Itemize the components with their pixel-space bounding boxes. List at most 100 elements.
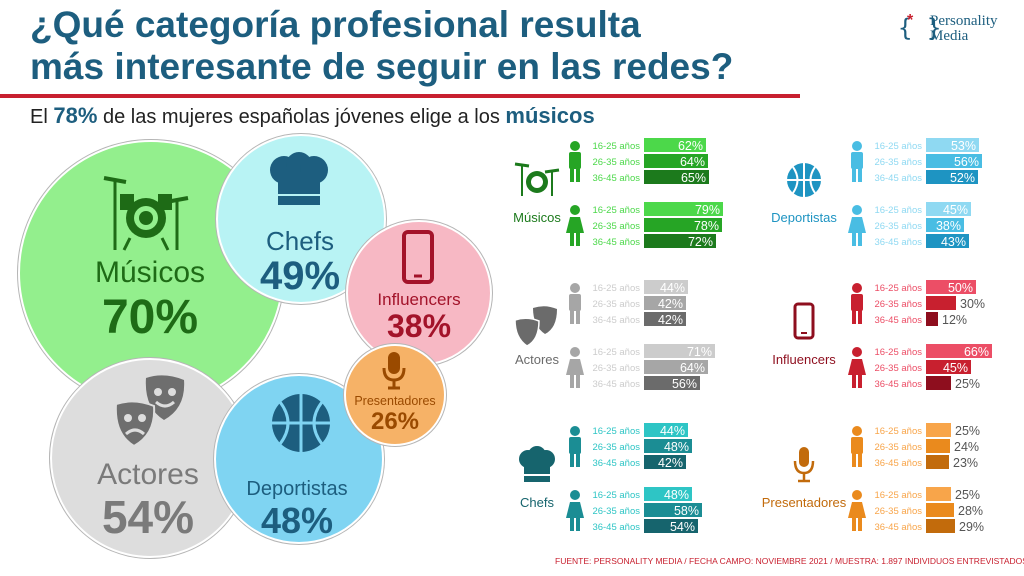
bar-female-1 xyxy=(644,360,708,374)
bar-value-label: 71% xyxy=(687,345,712,359)
subtitle-mid: de las mujeres españolas jóvenes elige a… xyxy=(97,106,506,128)
bar-value-label: 28% xyxy=(958,504,983,518)
age-group-label: 16-25 años xyxy=(874,283,922,294)
age-group-label: 36-45 años xyxy=(874,458,922,469)
bubble-influencers-value: 38% xyxy=(386,308,452,344)
bar-value-label: 42% xyxy=(658,297,683,311)
bar-female-1 xyxy=(926,503,954,517)
bar-female-2 xyxy=(644,234,716,248)
bar-male-2 xyxy=(644,312,686,326)
age-group-label: 26-35 años xyxy=(592,363,640,374)
theater-masks-icon xyxy=(514,306,557,347)
bar-value-label: 72% xyxy=(688,235,713,249)
age-group-label: 16-25 años xyxy=(874,141,922,152)
bar-value-label: 25% xyxy=(955,488,980,502)
bar-group-chefs: Chefs 16-25 años 44% 26-35 años 48% 36-45 año… xyxy=(519,423,702,534)
age-group-label: 36-45 años xyxy=(874,315,922,326)
bar-male-2 xyxy=(926,312,938,326)
bar-male-2 xyxy=(926,170,978,184)
age-group-label: 26-35 años xyxy=(874,299,922,310)
age-group-label: 36-45 años xyxy=(874,379,922,390)
bar-male-1 xyxy=(926,296,956,310)
bubble-musicos-value: 70% xyxy=(101,291,199,344)
drums-icon xyxy=(514,162,560,196)
bar-female-1 xyxy=(644,218,722,232)
bar-group-músicos: Músicos 16-25 años 62% 26-35 años 64% 36-45 a… xyxy=(513,138,723,249)
theater-masks-icon xyxy=(114,375,185,448)
bar-female-2 xyxy=(644,376,700,390)
bar-value-label: 56% xyxy=(672,377,697,391)
age-group-label: 36-45 años xyxy=(592,458,640,469)
age-group-label: 36-45 años xyxy=(592,315,640,326)
bar-value-label: 29% xyxy=(959,520,984,534)
category-label: Influencers xyxy=(772,352,836,367)
age-group-label: 36-45 años xyxy=(592,379,640,390)
age-group-label: 26-35 años xyxy=(874,157,922,168)
bubble-influencers xyxy=(346,220,492,366)
age-group-label: 16-25 años xyxy=(874,205,922,216)
bar-male-0 xyxy=(926,280,976,294)
bar-value-label: 48% xyxy=(664,488,689,502)
bar-female-0 xyxy=(644,344,715,358)
female-figure-icon xyxy=(566,205,584,246)
bar-female-1 xyxy=(644,503,702,517)
bar-female-2 xyxy=(926,376,951,390)
bar-male-2 xyxy=(644,170,709,184)
age-group-label: 36-45 años xyxy=(592,237,640,248)
age-group-label: 16-25 años xyxy=(592,490,640,501)
bar-value-label: 58% xyxy=(674,504,699,518)
bar-value-label: 42% xyxy=(658,313,683,327)
subtitle-percent: 78% xyxy=(53,103,98,128)
bar-male-1 xyxy=(926,439,950,453)
bar-male-1 xyxy=(644,439,692,453)
bar-female-1 xyxy=(926,360,971,374)
category-label: Actores xyxy=(515,352,560,367)
age-group-label: 26-35 años xyxy=(874,506,922,517)
bar-value-label: 78% xyxy=(694,219,719,233)
bar-value-label: 65% xyxy=(681,171,706,185)
bar-value-label: 54% xyxy=(670,520,695,534)
category-label: Presentadores xyxy=(762,495,847,510)
bar-male-0 xyxy=(926,423,951,437)
bar-group-presentadores: Presentadores 16-25 años 25% 26-35 años 24% 3… xyxy=(762,423,984,534)
microphone-icon xyxy=(793,447,815,483)
source-footnote: FUENTE: PERSONALITY MEDIA / FECHA CAMPO:… xyxy=(555,556,1024,566)
bar-value-label: 24% xyxy=(954,440,979,454)
age-group-label: 16-25 años xyxy=(592,205,640,216)
bar-value-label: 62% xyxy=(678,139,703,153)
bar-value-label: 52% xyxy=(950,171,975,185)
basketball-icon xyxy=(787,163,821,197)
bar-male-2 xyxy=(926,455,949,469)
bar-group-deportistas: Deportistas 16-25 años 53% 26-35 años 56% 36-… xyxy=(771,138,982,249)
title-divider xyxy=(0,94,800,98)
bubble-musicos-label: Músicos xyxy=(94,256,206,289)
age-group-label: 26-35 años xyxy=(592,157,640,168)
male-figure-icon xyxy=(851,141,863,182)
age-group-label: 16-25 años xyxy=(592,283,640,294)
male-figure-icon xyxy=(851,283,863,324)
bar-value-label: 44% xyxy=(660,281,685,295)
age-group-label: 36-45 años xyxy=(592,173,640,184)
bar-male-0 xyxy=(926,138,979,152)
subtitle: El 78% de las mujeres españolas jóvenes … xyxy=(30,103,595,129)
male-figure-icon xyxy=(569,283,581,324)
bar-female-2 xyxy=(926,234,969,248)
age-group-label: 16-25 años xyxy=(592,347,640,358)
bubble-influencers-label: Influencers xyxy=(377,290,461,309)
brace-icon: { } xyxy=(898,14,942,42)
bar-value-label: 12% xyxy=(942,313,967,327)
logo-line-1: Personality xyxy=(930,13,998,29)
category-label: Chefs xyxy=(520,495,554,510)
age-group-label: 26-35 años xyxy=(592,221,640,232)
title-line-2: más interesante de seguir en las redes? xyxy=(30,46,734,87)
age-group-label: 16-25 años xyxy=(592,141,640,152)
bar-female-0 xyxy=(926,202,971,216)
age-group-label: 16-25 años xyxy=(874,426,922,437)
chef-hat-icon xyxy=(519,446,555,482)
microphone-icon xyxy=(382,352,406,390)
male-figure-icon xyxy=(569,141,581,182)
age-group-label: 26-35 años xyxy=(592,506,640,517)
basketball-icon xyxy=(272,394,330,452)
bar-male-0 xyxy=(644,423,688,437)
age-group-label: 16-25 años xyxy=(874,490,922,501)
